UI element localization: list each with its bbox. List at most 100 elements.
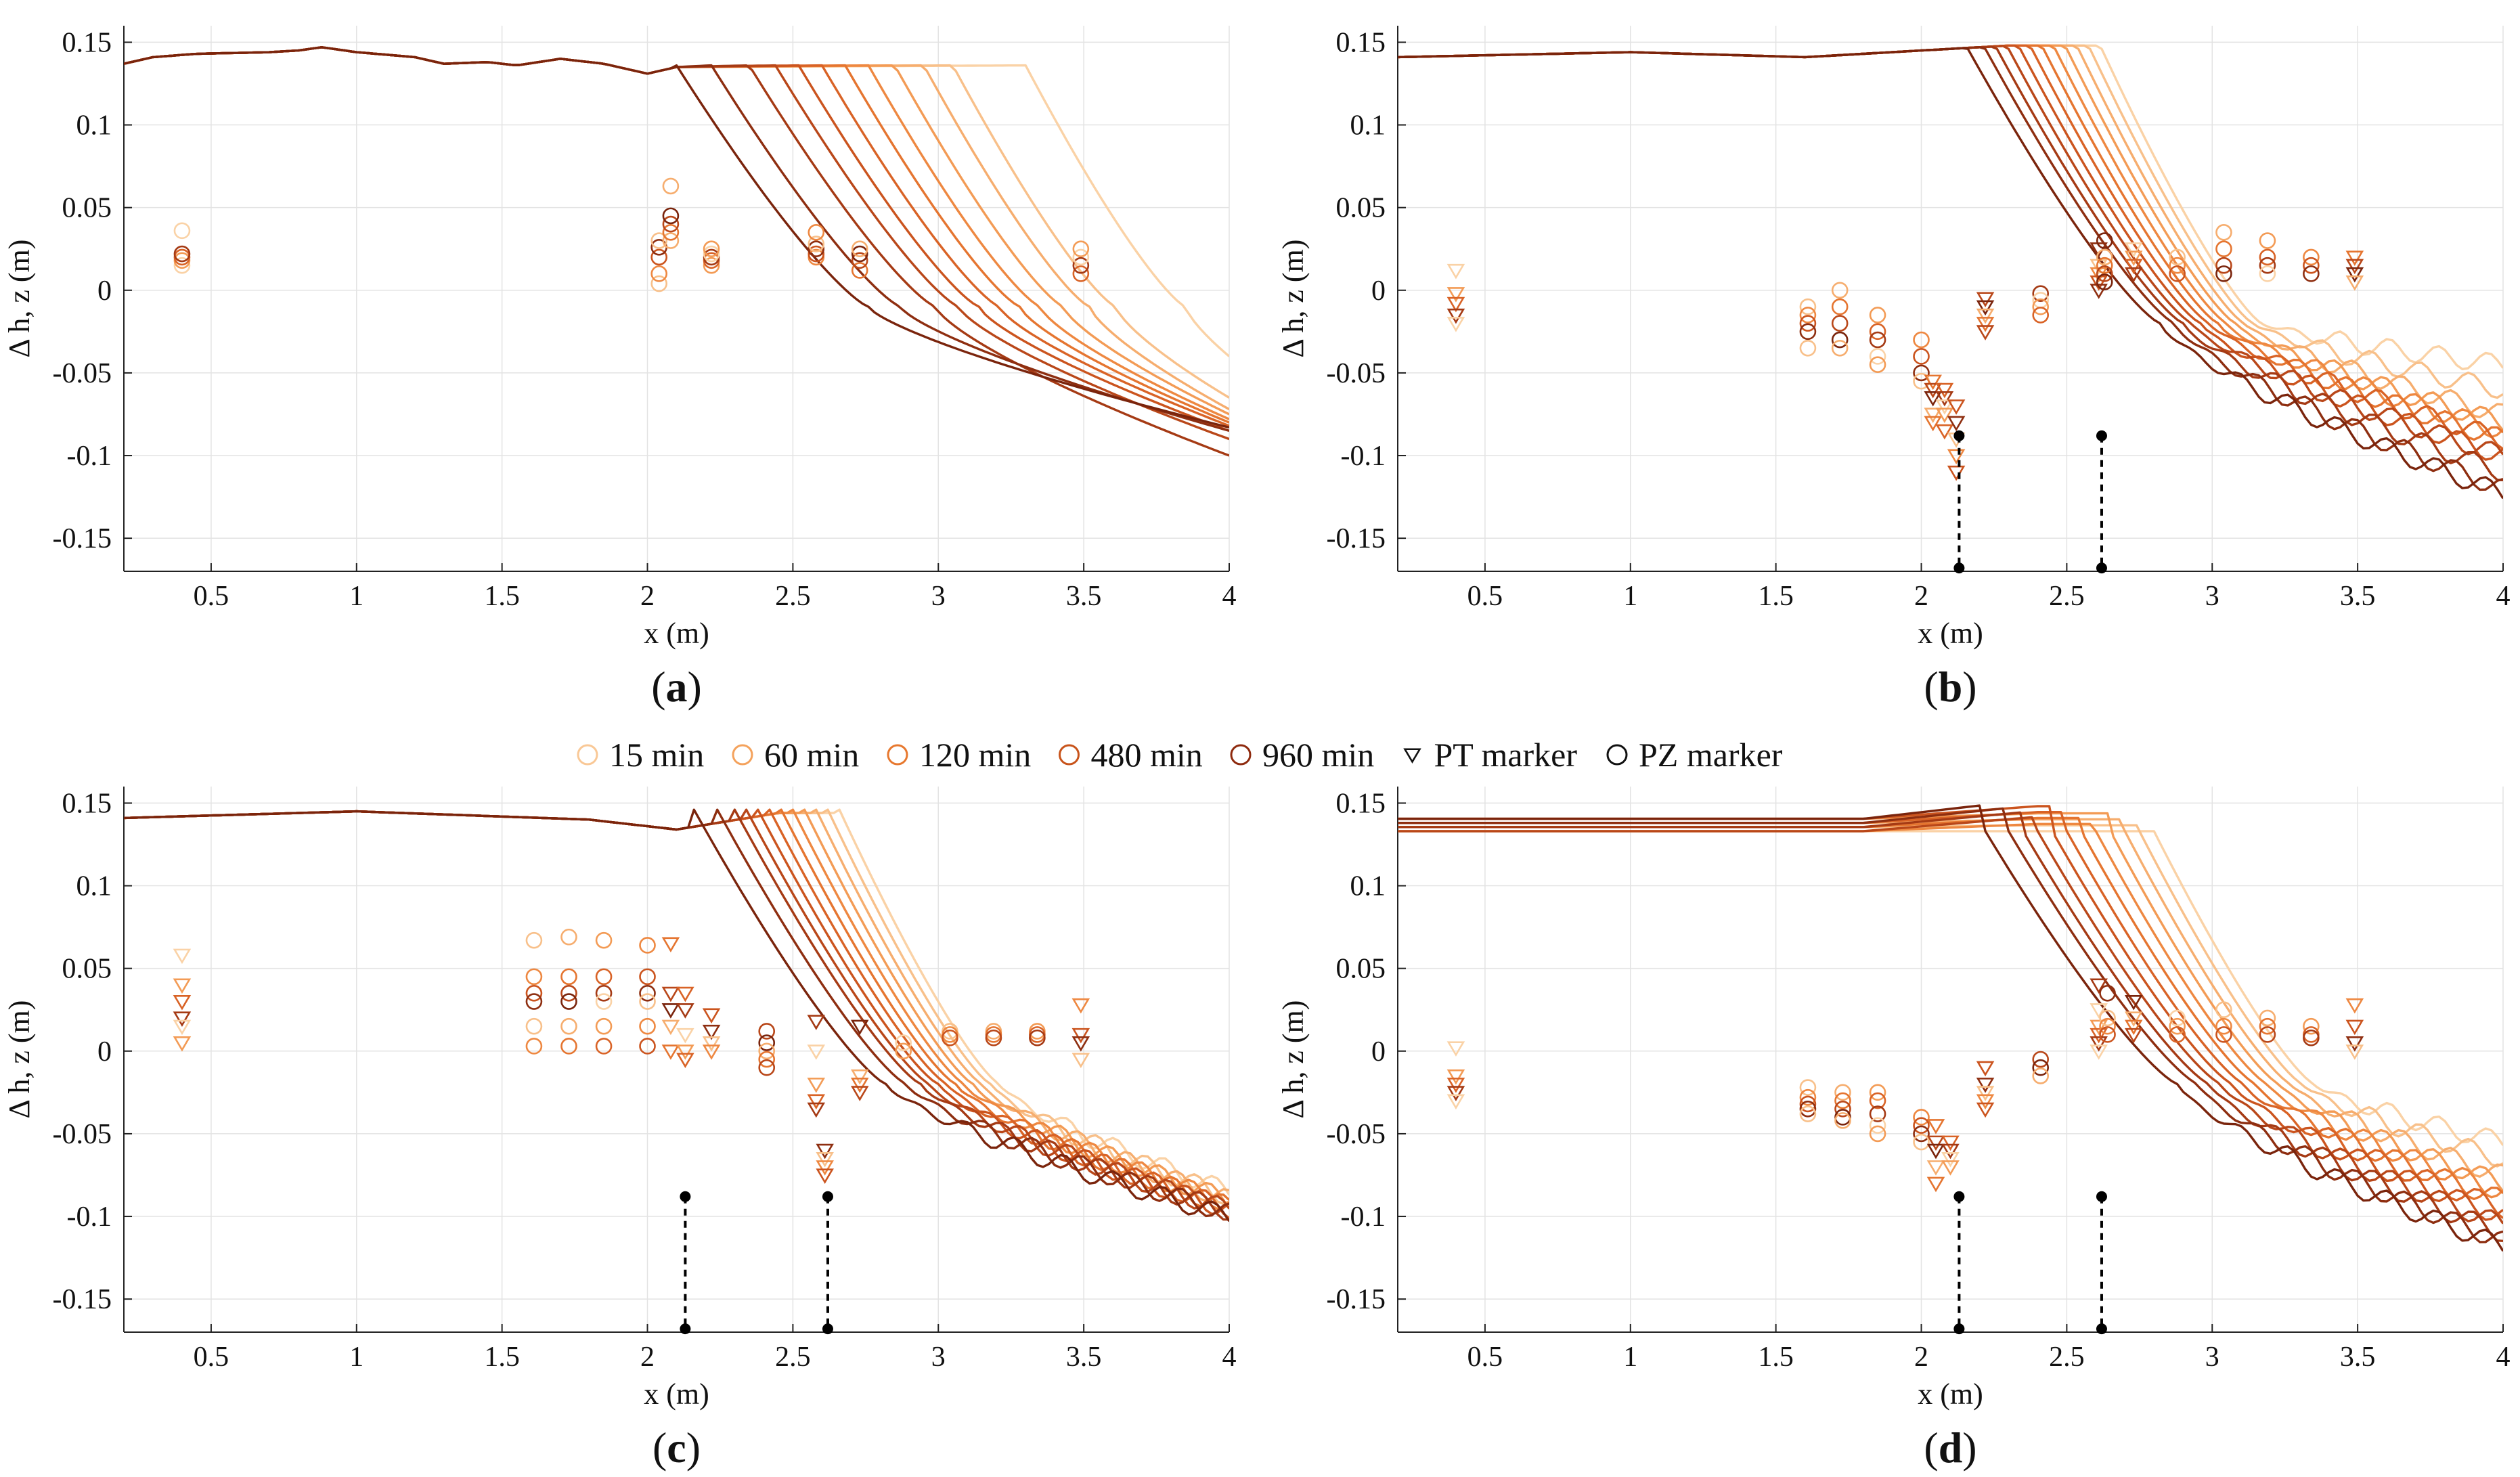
grid-lines	[124, 787, 1230, 1332]
pz-marker	[2215, 1017, 2232, 1035]
pz-marker	[1869, 1084, 1886, 1101]
pt-marker	[1947, 399, 1966, 415]
panel-label-close: )	[1962, 663, 1976, 711]
pz-marker	[2303, 265, 2320, 282]
pz-marker	[703, 240, 720, 258]
pt-marker	[1947, 416, 1966, 432]
y-tick-label: -0.05	[53, 1119, 112, 1150]
pz-marker	[560, 985, 577, 1002]
legend-circle-icon	[1230, 744, 1252, 766]
pz-marker	[2169, 265, 2186, 282]
x-tick-label: 3.5	[1066, 581, 1102, 612]
pz-marker	[1799, 339, 1817, 357]
pt-marker	[1976, 1102, 1995, 1118]
pt-marker	[2124, 994, 2143, 1011]
pz-marker	[2096, 232, 2113, 249]
pt-marker	[661, 1003, 680, 1019]
pz-marker	[2215, 1026, 2232, 1043]
legend-label: 120 min	[919, 736, 1031, 774]
pt-marker	[173, 1036, 192, 1052]
x-tick-label: 1	[349, 1342, 363, 1373]
y-tick-label: 0.05	[1336, 193, 1386, 224]
pz-marker	[1869, 348, 1886, 365]
y-tick-label: -0.15	[1327, 1284, 1386, 1315]
grid-lines	[124, 26, 1230, 571]
panel-label: (a)	[651, 663, 702, 711]
profile-line	[124, 808, 1229, 1221]
instrument-bottom-point	[2096, 1323, 2107, 1335]
grid-lines	[1398, 26, 2504, 571]
pt-marker	[2124, 259, 2143, 275]
pt-marker	[702, 1036, 721, 1052]
instrument-top-point	[1953, 1191, 1965, 1202]
pt-marker	[1924, 416, 1942, 432]
pt-marker	[173, 978, 192, 994]
pt-marker	[676, 1044, 694, 1060]
pz-marker	[1869, 307, 1886, 324]
pt-marker	[2345, 267, 2364, 283]
pt-marker	[2090, 1028, 2108, 1044]
pz-marker	[1831, 331, 1849, 349]
pt-marker	[1947, 465, 1966, 481]
panel-label-open: (	[1924, 663, 1938, 711]
pt-marker	[661, 986, 680, 1002]
pt-marker	[1941, 1160, 1960, 1176]
panel-label-letter: b	[1939, 663, 1963, 711]
panel-label-close: )	[1962, 1424, 1976, 1472]
profile-line	[1398, 830, 2503, 1147]
panel-label-open: (	[1924, 1424, 1938, 1472]
panels-group: 0.5 1 1.5 2 2.5 3 3.5 4 0.15 0.1 0.05 0 -0.05 -0.1 -0.…	[3, 26, 2511, 1472]
panel-a: 0.5 1 1.5 2 2.5 3 3.5 4 0.15 0.1 0.05 0 -0.05 -0.1 -0.…	[3, 26, 1237, 711]
pt-marker	[2124, 267, 2143, 283]
pz-marker	[1799, 315, 1817, 332]
pt-marker	[1926, 1143, 1945, 1160]
pz-marker	[851, 252, 868, 269]
pt-marker	[173, 1019, 192, 1036]
panel-label: (c)	[653, 1424, 701, 1472]
pz-marker	[1831, 315, 1849, 332]
pz-marker	[758, 1034, 776, 1051]
pz-marker	[1913, 1125, 1930, 1143]
pz-marker	[639, 1017, 656, 1035]
pz-marker	[2169, 1026, 2186, 1043]
pz-marker	[1913, 1117, 1930, 1134]
pz-marker	[2215, 224, 2232, 241]
pt-marker	[2090, 1019, 2108, 1036]
legend-circle-icon	[1606, 744, 1628, 766]
x-axis-label: x (m)	[644, 1377, 709, 1411]
instrument-bottom-point	[1953, 1323, 1965, 1335]
y-tick-label: 0	[1371, 1036, 1386, 1067]
pz-marker	[758, 1051, 776, 1068]
pz-marker	[662, 177, 680, 195]
panel-c: 0.5 1 1.5 2 2.5 3 3.5 4 0.15 0.1 0.05 0 -0.05 -0.1 -0.…	[3, 787, 1237, 1472]
pt-marker	[850, 1069, 869, 1085]
pz-marker	[1913, 364, 1930, 382]
pt-marker	[816, 1152, 834, 1168]
pt-marker	[661, 1044, 680, 1060]
pt-marker	[1446, 287, 1465, 303]
pt-marker	[676, 986, 694, 1002]
pz-marker	[560, 968, 577, 986]
pt-marker	[1935, 382, 1954, 399]
pt-marker	[173, 1011, 192, 1027]
pz-marker	[595, 931, 613, 949]
y-tick-label: -0.1	[1341, 1202, 1386, 1233]
pz-marker	[1072, 240, 1090, 258]
panel-label-open: (	[651, 663, 665, 711]
y-tick-label: 0.1	[1350, 871, 1386, 902]
profile-line	[1398, 45, 2503, 481]
x-tick-label: 2.5	[775, 1342, 811, 1373]
pz-marker	[2099, 1009, 2116, 1027]
pt-marker	[1926, 1135, 1945, 1151]
panel-label-close: )	[686, 1424, 701, 1472]
x-tick-label: 3	[2205, 581, 2219, 612]
pz-marker	[2099, 1026, 2116, 1043]
legend-circle-icon	[887, 744, 908, 766]
pt-marker	[2345, 259, 2364, 275]
pz-marker	[1072, 257, 1090, 274]
pz-marker	[1834, 1100, 1851, 1118]
pt-marker	[661, 1019, 680, 1036]
data-layer	[1398, 44, 2503, 500]
x-tick-label: 2	[1914, 1342, 1928, 1373]
x-tick-label: 3.5	[1066, 1342, 1102, 1373]
